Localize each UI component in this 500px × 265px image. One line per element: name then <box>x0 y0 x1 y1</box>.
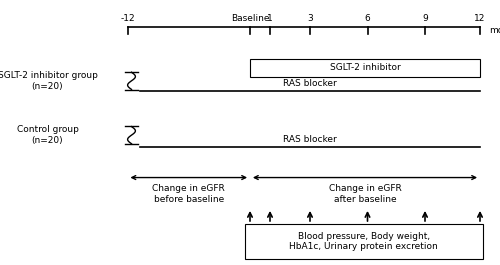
Text: 1: 1 <box>267 14 273 23</box>
Text: SGLT-2 inhibitor: SGLT-2 inhibitor <box>330 63 400 72</box>
Text: Change in eGFR
after baseline: Change in eGFR after baseline <box>328 184 402 204</box>
Bar <box>250 59 480 77</box>
Text: months: months <box>489 26 500 35</box>
Text: 9: 9 <box>422 14 428 23</box>
Text: Baseline: Baseline <box>231 14 269 23</box>
Bar <box>245 224 482 259</box>
Text: 6: 6 <box>364 14 370 23</box>
Text: RAS blocker: RAS blocker <box>283 135 337 144</box>
Text: 3: 3 <box>307 14 313 23</box>
Text: SGLT-2 inhibitor group
(n=20): SGLT-2 inhibitor group (n=20) <box>0 71 98 91</box>
Text: Control group
(n=20): Control group (n=20) <box>16 125 78 145</box>
Text: Change in eGFR
before baseline: Change in eGFR before baseline <box>152 184 225 204</box>
Text: -12: -12 <box>120 14 135 23</box>
Text: 12: 12 <box>474 14 486 23</box>
Text: Blood pressure, Body weight,
HbA1c, Urinary protein excretion: Blood pressure, Body weight, HbA1c, Urin… <box>290 232 438 251</box>
Text: RAS blocker: RAS blocker <box>283 79 337 88</box>
